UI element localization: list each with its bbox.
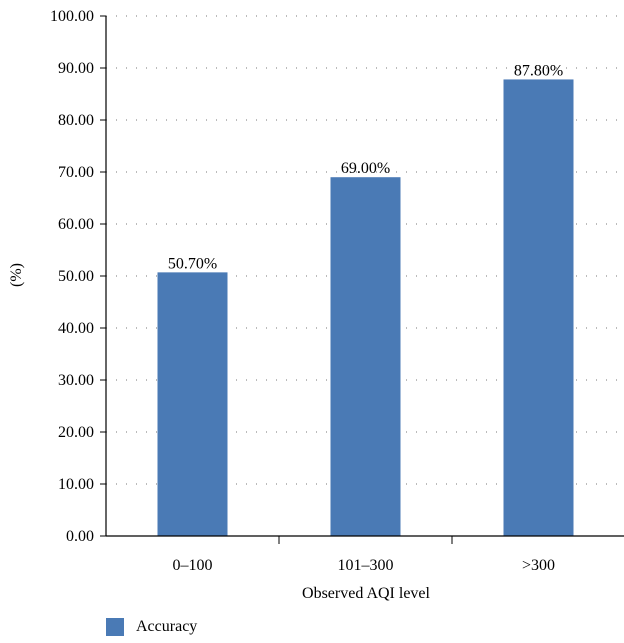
legend-swatch-accuracy (106, 618, 124, 636)
y-tick-label: 50.00 (58, 268, 94, 285)
data-label-0: 50.70% (168, 255, 217, 272)
y-tick-label: 90.00 (58, 60, 94, 77)
y-axis-label: (%) (8, 263, 25, 287)
y-tick-label: 80.00 (58, 112, 94, 129)
legend-label-accuracy: Accuracy (136, 618, 198, 635)
bars (157, 79, 574, 536)
x-tick-label-2: >300 (522, 557, 555, 574)
data-labels: 50.70% 69.00% 87.80% (168, 62, 563, 272)
bar-0 (157, 272, 228, 536)
bar-chart: 0.00 10.00 20.00 30.00 40.00 50.00 60.00 70.00 8… (8, 8, 624, 602)
y-tick-label: 40.00 (58, 320, 94, 337)
bar-1 (330, 177, 401, 536)
data-label-2: 87.80% (514, 62, 563, 79)
y-axis-ticks: 0.00 10.00 20.00 30.00 40.00 50.00 60.00 70.00 8… (50, 8, 106, 545)
x-tick-label-0: 0–100 (173, 557, 213, 574)
y-tick-label: 60.00 (58, 216, 94, 233)
y-tick-label: 10.00 (58, 476, 94, 493)
y-tick-label: 20.00 (58, 424, 94, 441)
bar-2 (503, 79, 574, 536)
y-tick-label: 0.00 (66, 528, 94, 545)
legend: Accuracy (106, 618, 197, 636)
y-tick-label: 100.00 (50, 8, 94, 25)
y-tick-label: 70.00 (58, 164, 94, 181)
x-tick-label-1: 101–300 (338, 557, 394, 574)
x-axis-label: Observed AQI level (302, 585, 431, 602)
x-axis-ticks: 0–100 101–300 >300 (173, 536, 555, 574)
y-tick-label: 30.00 (58, 372, 94, 389)
data-label-1: 69.00% (341, 160, 390, 177)
